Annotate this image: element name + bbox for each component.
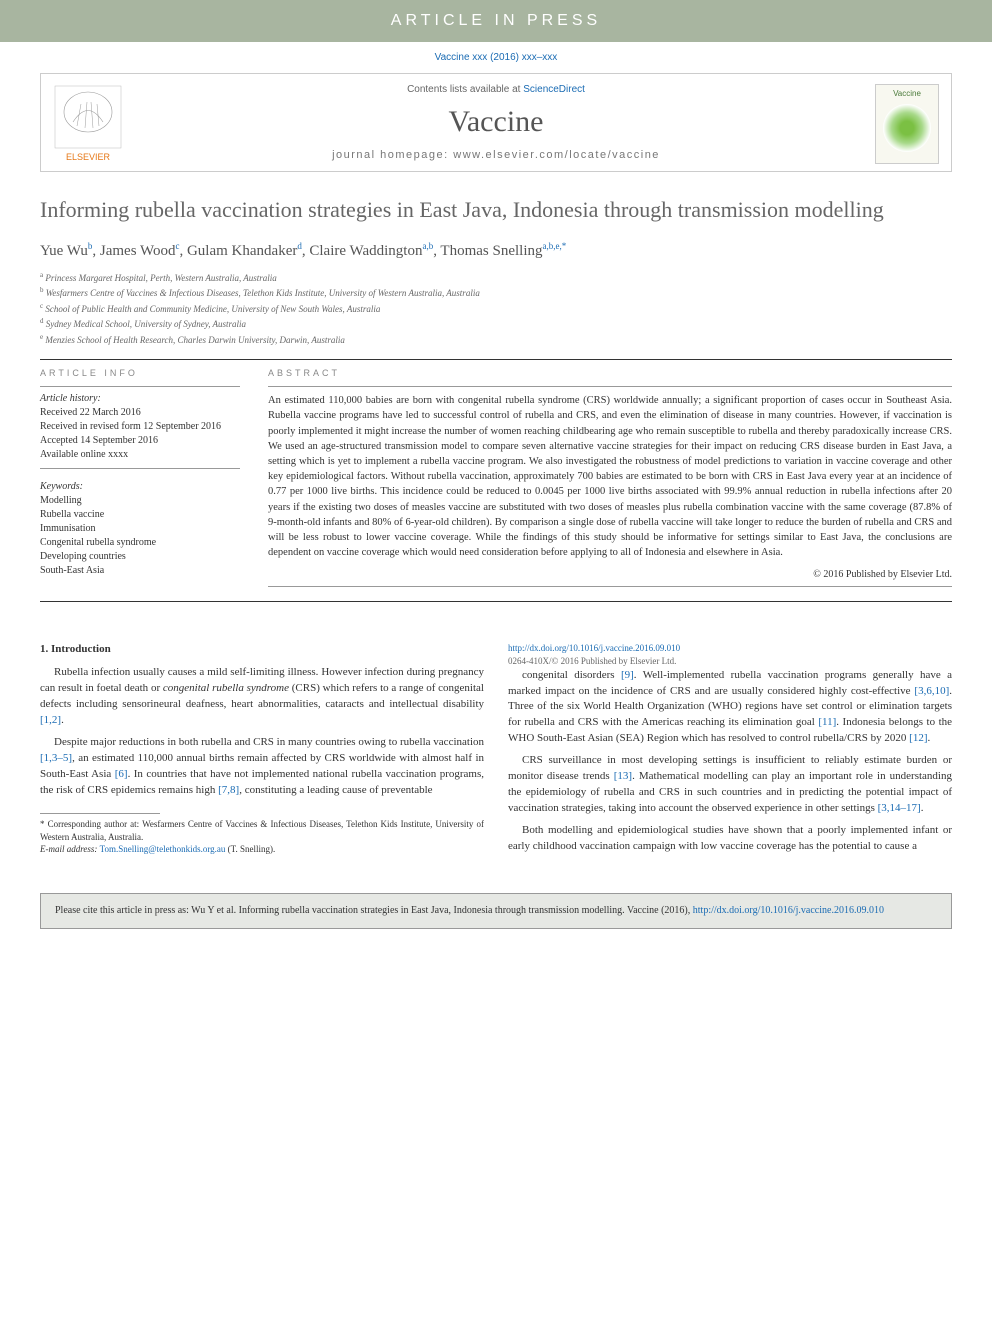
doi-link[interactable]: http://dx.doi.org/10.1016/j.vaccine.2016… [508,642,952,655]
abstract-block: ABSTRACT An estimated 110,000 babies are… [268,368,952,592]
cite-text: Please cite this article in press as: Wu… [55,905,693,916]
keyword: Immunisation [40,522,240,536]
divider [40,386,240,387]
history-item: Accepted 14 September 2016 [40,434,240,448]
body-columns: 1. Introduction Rubella infection usuall… [40,642,952,864]
keyword: Modelling [40,494,240,508]
ref-link[interactable]: [11] [818,716,836,728]
email-label: E-mail address: [40,844,100,854]
history-item: Available online xxxx [40,448,240,462]
homepage-url[interactable]: www.elsevier.com/locate/vaccine [453,149,660,161]
keyword: Developing countries [40,550,240,564]
article-in-press-banner: ARTICLE IN PRESS [0,0,992,42]
journal-cover-thumbnail: Vaccine [875,84,939,164]
elsevier-logo: ELSEVIER [53,84,123,164]
article-title: Informing rubella vaccination strategies… [40,196,952,225]
ref-link[interactable]: [7,8] [218,784,239,796]
section-heading-intro: 1. Introduction [40,642,484,658]
journal-name: Vaccine [41,101,951,149]
cover-journal-label: Vaccine [893,89,921,98]
history-item: Received in revised form 12 September 20… [40,420,240,434]
abstract-heading: ABSTRACT [268,368,952,378]
svg-text:ELSEVIER: ELSEVIER [66,152,111,162]
footnote-separator [40,813,160,814]
ref-link[interactable]: [1,3–5] [40,752,72,764]
ref-link[interactable]: [9] [621,669,634,681]
ref-link[interactable]: [6] [115,768,128,780]
email-suffix: (T. Snelling). [225,844,275,854]
ref-link[interactable]: [13] [614,770,632,782]
keywords-label: Keywords: [40,481,240,492]
article-info-heading: ARTICLE INFO [40,368,240,378]
cite-doi-link[interactable]: http://dx.doi.org/10.1016/j.vaccine.2016… [693,905,884,916]
homepage-prefix: journal homepage: [332,149,453,161]
intro-para-2: Despite major reductions in both rubella… [40,735,484,799]
author-list: Yue Wub, James Woodc, Gulam Khandakerd, … [40,241,952,260]
keyword: South-East Asia [40,564,240,578]
corresponding-author-footnote: * Corresponding author at: Wesfarmers Ce… [40,818,484,843]
ref-link[interactable]: [3,14–17] [878,802,921,814]
email-link[interactable]: Tom.Snelling@telethonkids.org.au [100,844,226,854]
divider [40,468,240,469]
contents-line: Contents lists available at ScienceDirec… [41,84,951,101]
intro-para-4: CRS surveillance in most developing sett… [508,753,952,817]
journal-homepage: journal homepage: www.elsevier.com/locat… [41,149,951,161]
intro-para-3: congenital disorders [9]. Well-implement… [508,668,952,748]
keyword: Rubella vaccine [40,508,240,522]
cover-image-icon [883,104,931,152]
ref-link[interactable]: [3,6,10] [914,685,949,697]
affiliation-list: a Princess Margaret Hospital, Perth, Wes… [40,270,952,348]
doi-block: http://dx.doi.org/10.1016/j.vaccine.2016… [508,642,952,668]
intro-para-1: Rubella infection usually causes a mild … [40,665,484,729]
email-footnote: E-mail address: Tom.Snelling@telethonkid… [40,843,484,856]
divider [40,601,952,602]
please-cite-box: Please cite this article in press as: Wu… [40,893,952,929]
contents-prefix: Contents lists available at [407,84,523,95]
history-label: Article history: [40,393,240,404]
divider [268,586,952,587]
journal-header-box: ELSEVIER Vaccine Contents lists availabl… [40,73,952,172]
ref-link[interactable]: [1,2] [40,714,61,726]
top-citation: Vaccine xxx (2016) xxx–xxx [0,42,992,73]
issn-copyright: 0264-410X/© 2016 Published by Elsevier L… [508,655,952,668]
abstract-text: An estimated 110,000 babies are born wit… [268,393,952,560]
keyword: Congenital rubella syndrome [40,536,240,550]
history-item: Received 22 March 2016 [40,406,240,420]
sciencedirect-link[interactable]: ScienceDirect [523,84,585,95]
ref-link[interactable]: [12] [909,732,927,744]
article-info-block: ARTICLE INFO Article history: Received 2… [40,368,240,592]
intro-para-5: Both modelling and epidemiological studi… [508,823,952,855]
copyright-line: © 2016 Published by Elsevier Ltd. [268,569,952,580]
divider [40,359,952,360]
divider [268,386,952,387]
